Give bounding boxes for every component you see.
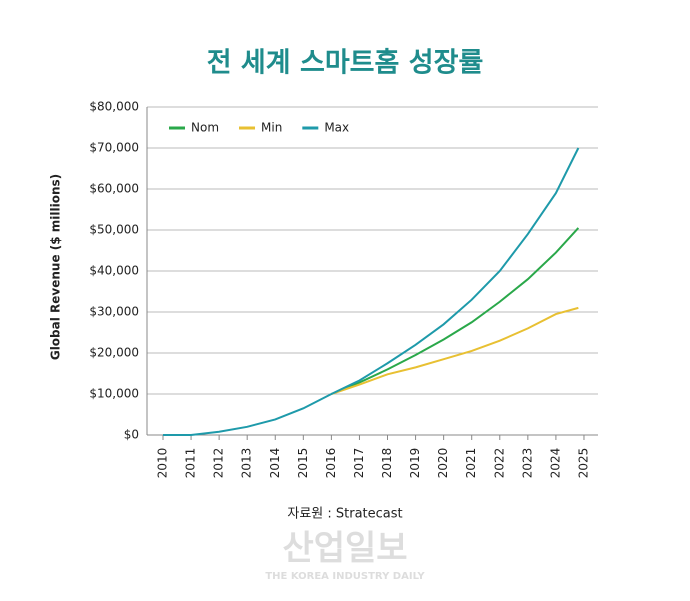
y-tick-label: $20,000 xyxy=(89,346,139,360)
legend-label: Max xyxy=(324,121,349,135)
legend-label: Nom xyxy=(191,121,219,135)
series-line xyxy=(331,227,580,395)
series-line xyxy=(331,306,579,395)
y-tick-label: $10,000 xyxy=(89,387,139,401)
y-axis-label: Global Revenue ($ millions) xyxy=(49,174,63,360)
y-tick-label: $30,000 xyxy=(89,305,139,319)
source: 자료원 : Stratecast xyxy=(287,507,402,522)
x-tick-label: 2010 xyxy=(155,448,169,479)
y-tick-label: $60,000 xyxy=(89,182,139,196)
y-tick-label: $50,000 xyxy=(89,223,139,237)
legend-label: Min xyxy=(261,121,282,135)
x-tick-label: 2024 xyxy=(548,448,562,479)
y-tick-label: $40,000 xyxy=(89,264,139,278)
chart-title: 전 세계 스마트홈 성장률 xyxy=(207,48,484,79)
watermark-sub: THE KOREA INDUSTRY DAILY xyxy=(265,571,425,582)
x-tick-label: 2012 xyxy=(212,448,226,479)
x-tick-label: 2018 xyxy=(380,448,394,479)
watermark: 산업일보 xyxy=(282,529,407,569)
series-line xyxy=(162,147,580,436)
x-tick-label: 2022 xyxy=(492,448,506,479)
y-tick-label: $0 xyxy=(124,428,139,442)
x-tick-label: 2021 xyxy=(464,448,478,479)
x-tick-label: 2011 xyxy=(184,448,198,479)
x-tick-label: 2017 xyxy=(352,448,366,479)
y-tick-label: $70,000 xyxy=(89,141,139,155)
x-tick-label: 2025 xyxy=(576,448,590,479)
x-tick-label: 2019 xyxy=(408,448,422,479)
x-tick-label: 2015 xyxy=(296,448,310,479)
x-tick-label: 2023 xyxy=(520,448,534,479)
x-tick-label: 2016 xyxy=(324,448,338,479)
x-tick-label: 2020 xyxy=(436,448,450,479)
x-tick-label: 2014 xyxy=(268,448,282,479)
y-tick-label: $80,000 xyxy=(89,100,139,114)
x-tick-label: 2013 xyxy=(240,448,254,479)
